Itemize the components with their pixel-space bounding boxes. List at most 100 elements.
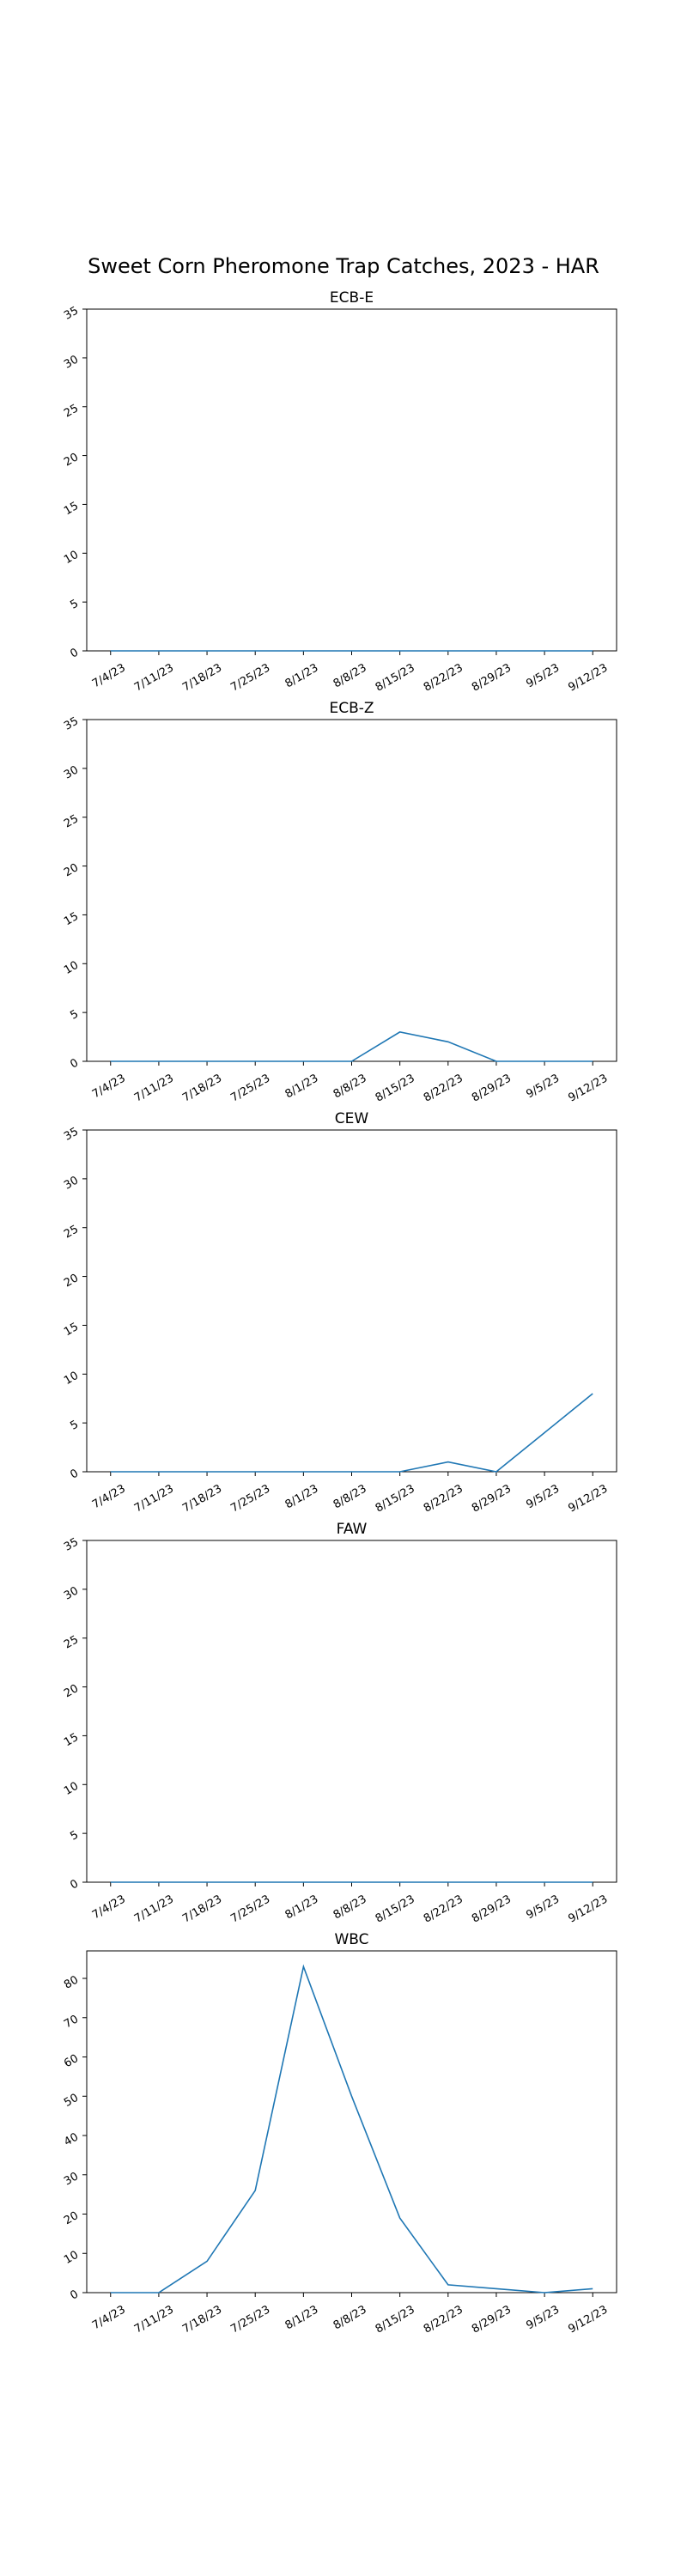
- x-tick-label-ecb-z-6: 8/15/23: [374, 1072, 417, 1104]
- y-tick-label-ecb-e-15: 15: [62, 500, 81, 518]
- x-tick-label-faw-2: 7/18/23: [180, 1893, 224, 1925]
- data-point-ecb-e-5: [350, 649, 354, 653]
- x-tick-label-wbc-4: 8/1/23: [283, 2303, 321, 2332]
- x-tick-label-wbc-8: 8/29/23: [470, 2303, 514, 2336]
- figure-title: Sweet Corn Pheromone Trap Catches, 2023 …: [88, 254, 599, 278]
- data-point-cew-5: [350, 1470, 354, 1473]
- y-tick-label-ecb-z-35: 35: [62, 714, 81, 732]
- x-tick-label-ecb-z-8: 8/29/23: [470, 1072, 514, 1104]
- x-tick-label-cew-2: 7/18/23: [180, 1482, 224, 1515]
- data-point-faw-10: [591, 1880, 594, 1884]
- x-tick-label-cew-7: 8/22/23: [422, 1482, 465, 1515]
- y-tick-label-ecb-z-25: 25: [62, 812, 81, 830]
- data-point-wbc-3: [253, 2189, 257, 2192]
- panel-title-ecb-e: ECB-E: [330, 289, 374, 307]
- data-point-cew-8: [495, 1470, 498, 1473]
- data-point-wbc-6: [398, 2216, 402, 2220]
- x-tick-label-faw-7: 8/22/23: [422, 1893, 465, 1925]
- data-point-ecb-e-7: [447, 649, 450, 653]
- y-tick-label-ecb-z-5: 5: [68, 1008, 81, 1023]
- y-tick-label-wbc-0: 0: [68, 2287, 81, 2302]
- x-tick-label-faw-6: 8/15/23: [374, 1893, 417, 1925]
- data-point-ecb-z-8: [495, 1060, 498, 1063]
- x-tick-label-faw-4: 8/1/23: [283, 1893, 321, 1922]
- data-point-cew-4: [301, 1470, 305, 1473]
- x-tick-label-ecb-z-5: 8/8/23: [331, 1072, 369, 1101]
- data-point-faw-5: [350, 1880, 354, 1884]
- x-tick-label-wbc-7: 8/22/23: [422, 2303, 465, 2336]
- data-point-cew-3: [253, 1470, 257, 1473]
- x-tick-label-ecb-e-4: 8/1/23: [283, 661, 321, 690]
- y-tick-label-ecb-e-10: 10: [62, 549, 81, 567]
- x-tick-label-ecb-e-7: 8/22/23: [422, 661, 465, 694]
- x-tick-label-cew-4: 8/1/23: [283, 1482, 321, 1511]
- y-tick-label-cew-30: 30: [62, 1174, 81, 1192]
- y-tick-label-ecb-e-5: 5: [68, 598, 81, 612]
- data-point-wbc-8: [495, 2287, 498, 2290]
- plot-frame-wbc: [86, 1950, 617, 2293]
- y-tick-label-ecb-e-0: 0: [68, 646, 81, 660]
- data-point-cew-7: [447, 1461, 450, 1464]
- x-tick-label-faw-5: 8/8/23: [331, 1893, 369, 1922]
- x-tick-label-ecb-e-6: 8/15/23: [374, 661, 417, 694]
- x-tick-label-ecb-e-0: 7/4/23: [90, 661, 128, 690]
- y-tick-label-wbc-10: 10: [62, 2249, 81, 2267]
- data-point-faw-7: [447, 1880, 450, 1884]
- y-tick-label-ecb-z-20: 20: [62, 861, 81, 879]
- x-tick-label-wbc-9: 9/5/23: [524, 2303, 562, 2332]
- panel-wbc: WBC 0 10 20 30 40 50 60 70 80 7/4/23 7/11/23 7/18/23…: [62, 1931, 617, 2336]
- data-point-cew-0: [109, 1470, 112, 1473]
- data-point-ecb-e-10: [591, 649, 594, 653]
- y-tick-label-faw-30: 30: [62, 1584, 81, 1602]
- x-tick-label-wbc-5: 8/8/23: [331, 2303, 369, 2332]
- y-tick-label-wbc-70: 70: [62, 2013, 81, 2031]
- y-tick-label-wbc-30: 30: [62, 2170, 81, 2188]
- x-tick-label-cew-8: 8/29/23: [470, 1482, 514, 1515]
- y-tick-label-faw-35: 35: [62, 1535, 81, 1553]
- x-tick-label-wbc-10: 9/12/23: [566, 2303, 610, 2336]
- data-point-wbc-9: [543, 2291, 546, 2294]
- data-point-wbc-2: [205, 2259, 209, 2263]
- x-tick-label-cew-0: 7/4/23: [90, 1482, 128, 1511]
- data-point-ecb-z-9: [543, 1060, 546, 1063]
- data-point-ecb-z-10: [591, 1060, 594, 1063]
- y-tick-label-faw-0: 0: [68, 1877, 81, 1892]
- y-tick-label-ecb-e-25: 25: [62, 402, 81, 420]
- x-tick-label-cew-9: 9/5/23: [524, 1482, 562, 1511]
- data-point-ecb-e-3: [253, 649, 257, 653]
- data-point-cew-1: [157, 1470, 161, 1473]
- y-tick-label-cew-15: 15: [62, 1321, 81, 1339]
- panel-ecb-e: ECB-E 0 5 10 15 20 25 30 35 7/4/23 7/11/23 7/18/23 7…: [62, 289, 617, 695]
- y-tick-label-faw-25: 25: [62, 1633, 81, 1651]
- x-tick-label-ecb-z-0: 7/4/23: [90, 1072, 128, 1101]
- panel-title-ecb-z: ECB-Z: [329, 700, 374, 717]
- data-point-faw-6: [398, 1880, 402, 1884]
- x-tick-label-ecb-e-10: 9/12/23: [566, 661, 610, 694]
- y-tick-label-cew-5: 5: [68, 1419, 81, 1433]
- plot-frame-cew: [86, 1129, 617, 1473]
- data-point-ecb-e-8: [495, 649, 498, 653]
- x-tick-label-faw-9: 9/5/23: [524, 1893, 562, 1922]
- x-tick-label-wbc-1: 7/11/23: [132, 2303, 176, 2336]
- data-point-ecb-z-3: [253, 1060, 257, 1063]
- data-point-ecb-e-1: [157, 649, 161, 653]
- x-tick-label-ecb-e-8: 8/29/23: [470, 661, 514, 694]
- x-tick-label-faw-10: 9/12/23: [566, 1893, 610, 1925]
- plot-frame-ecb-z: [86, 719, 617, 1062]
- series-line-cew: [110, 1393, 593, 1473]
- data-point-ecb-z-6: [398, 1030, 402, 1034]
- x-tick-label-cew-1: 7/11/23: [132, 1482, 176, 1515]
- x-tick-label-cew-10: 9/12/23: [566, 1482, 610, 1515]
- y-tick-label-cew-0: 0: [68, 1467, 81, 1481]
- data-point-wbc-0: [109, 2291, 112, 2294]
- y-tick-label-ecb-e-20: 20: [62, 451, 81, 469]
- series-line-ecb-z: [110, 1031, 593, 1062]
- y-tick-label-faw-5: 5: [68, 1829, 81, 1844]
- x-tick-label-ecb-z-7: 8/22/23: [422, 1072, 465, 1104]
- panel-title-wbc: WBC: [334, 1931, 368, 1948]
- panel-faw: FAW 0 5 10 15 20 25 30 35 7/4/23 7/11/23 7/18/23 7/2…: [62, 1521, 617, 1926]
- plot-frame-faw: [86, 1540, 617, 1883]
- data-point-cew-2: [205, 1470, 209, 1473]
